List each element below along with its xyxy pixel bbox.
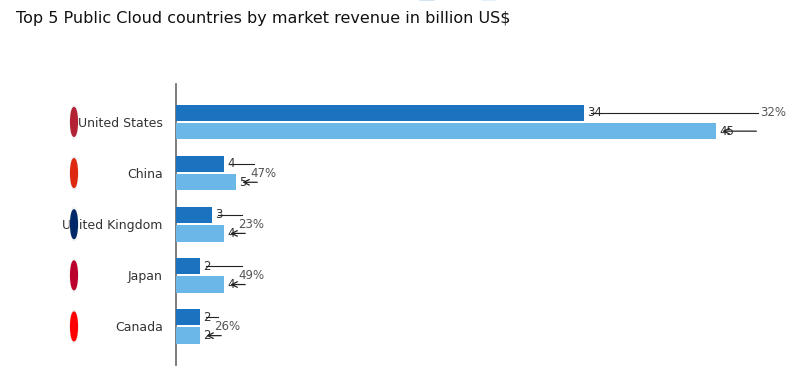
Circle shape [70, 259, 78, 292]
Legend: 2019, 2020: 2019, 2020 [414, 0, 538, 6]
Circle shape [70, 210, 78, 239]
Bar [176, 328, 200, 344]
Text: 49%: 49% [238, 269, 265, 282]
Text: 34: 34 [587, 106, 602, 119]
Circle shape [70, 261, 78, 290]
Bar [176, 258, 200, 274]
Bar [176, 225, 224, 242]
Text: 32%: 32% [761, 106, 786, 119]
Text: 26%: 26% [214, 320, 241, 333]
Text: Top 5 Public Cloud countries by market revenue in billion US$: Top 5 Public Cloud countries by market r… [16, 11, 510, 26]
Circle shape [70, 106, 78, 138]
Text: 3: 3 [216, 209, 223, 222]
Bar [176, 156, 224, 172]
Text: 4: 4 [227, 157, 235, 170]
Bar [176, 123, 716, 139]
Bar [176, 309, 200, 325]
Circle shape [70, 208, 78, 241]
Text: 2: 2 [203, 260, 211, 272]
Text: 23%: 23% [238, 218, 264, 231]
Circle shape [70, 159, 78, 187]
Text: 4: 4 [227, 278, 235, 291]
Text: 4: 4 [227, 227, 235, 240]
Circle shape [70, 157, 78, 190]
Circle shape [70, 108, 78, 136]
Circle shape [70, 312, 78, 341]
Text: 2: 2 [203, 311, 211, 324]
Bar [176, 207, 212, 223]
Bar [176, 105, 584, 121]
Circle shape [70, 310, 78, 343]
Text: 47%: 47% [250, 166, 277, 180]
Bar [176, 174, 236, 190]
Text: 5: 5 [240, 176, 247, 189]
Text: 45: 45 [719, 125, 734, 138]
Bar [176, 276, 224, 293]
Text: 2: 2 [203, 329, 211, 342]
